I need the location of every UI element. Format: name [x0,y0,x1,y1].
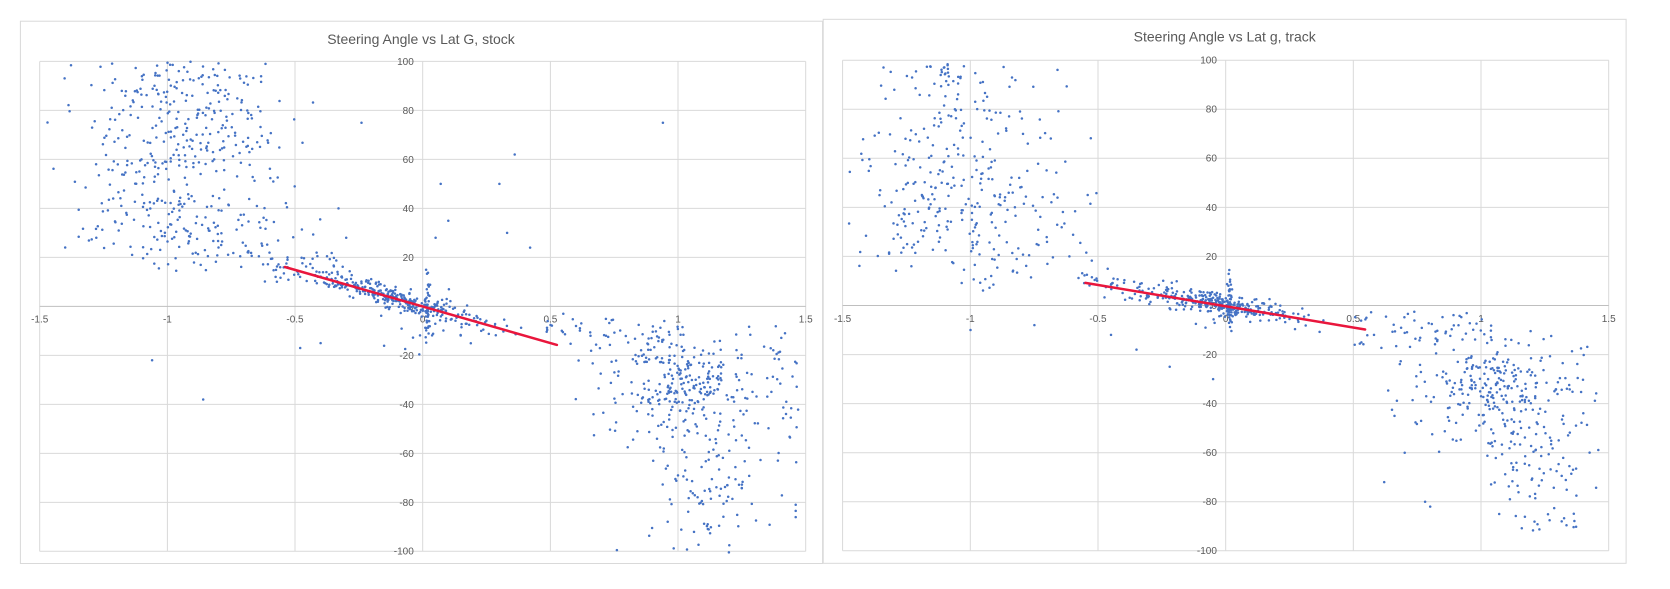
svg-text:80: 80 [1206,105,1218,116]
svg-text:-100: -100 [394,547,414,558]
svg-text:80: 80 [403,106,415,117]
svg-text:100: 100 [1200,56,1217,67]
svg-text:1.5: 1.5 [799,315,813,326]
svg-text:-60: -60 [1202,448,1217,459]
svg-text:-0.5: -0.5 [286,315,304,326]
svg-text:60: 60 [403,155,415,166]
svg-text:0.5: 0.5 [1346,314,1360,325]
svg-text:60: 60 [1206,154,1218,165]
svg-text:100: 100 [397,57,414,68]
svg-text:0.5: 0.5 [543,315,557,326]
svg-text:-1: -1 [966,314,975,325]
svg-text:40: 40 [403,204,415,215]
svg-text:-80: -80 [399,498,414,509]
svg-text:1.5: 1.5 [1602,314,1616,325]
svg-text:-80: -80 [1202,497,1217,508]
svg-text:-40: -40 [1202,399,1217,410]
svg-text:20: 20 [1206,252,1218,263]
svg-text:-100: -100 [1197,546,1217,557]
svg-text:-40: -40 [399,400,414,411]
svg-text:-20: -20 [399,351,414,362]
svg-text:-60: -60 [399,449,414,460]
svg-text:Steering Angle vs Lat G, stock: Steering Angle vs Lat G, stock [327,31,516,47]
svg-text:1: 1 [675,315,681,326]
svg-text:-0.5: -0.5 [1089,314,1107,325]
svg-text:0: 0 [1223,314,1229,325]
svg-text:-1: -1 [163,315,172,326]
svg-text:0: 0 [420,315,426,326]
svg-text:20: 20 [403,253,415,264]
svg-text:Steering Angle vs Lat g, track: Steering Angle vs Lat g, track [1134,29,1317,45]
svg-text:-1.5: -1.5 [834,314,852,325]
svg-text:-1.5: -1.5 [31,315,49,326]
svg-text:-20: -20 [1202,350,1217,361]
svg-text:40: 40 [1206,203,1218,214]
